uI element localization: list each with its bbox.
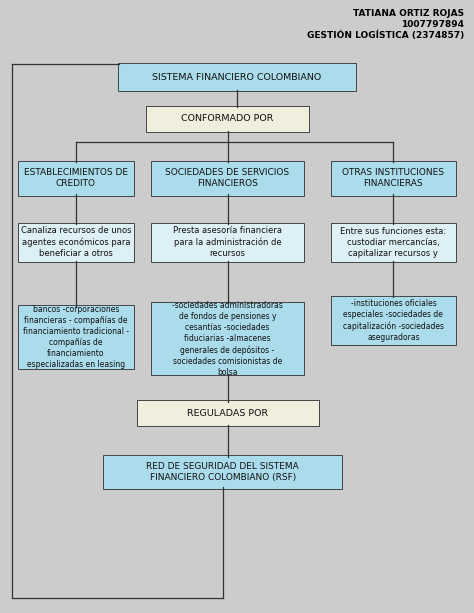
FancyBboxPatch shape — [151, 302, 304, 375]
FancyBboxPatch shape — [118, 63, 356, 91]
Text: Presta asesoría financiera
para la administración de
recursos: Presta asesoría financiera para la admin… — [173, 226, 282, 258]
FancyBboxPatch shape — [18, 305, 134, 369]
FancyBboxPatch shape — [103, 455, 342, 489]
Text: CONFORMADO POR: CONFORMADO POR — [182, 115, 273, 123]
FancyBboxPatch shape — [18, 223, 134, 262]
Text: RED DE SEGURIDAD DEL SISTEMA
FINANCIERO COLOMBIANO (RSF): RED DE SEGURIDAD DEL SISTEMA FINANCIERO … — [146, 462, 299, 482]
Text: Canaliza recursos de unos
agentes económicos para
beneficiar a otros: Canaliza recursos de unos agentes económ… — [20, 226, 131, 258]
FancyBboxPatch shape — [146, 106, 309, 132]
FancyBboxPatch shape — [331, 223, 456, 262]
Text: REGULADAS POR: REGULADAS POR — [187, 409, 268, 417]
Text: TATIANA ORTIZ ROJAS
1007797894
GESTIÓN LOGÍSTICA (2374857): TATIANA ORTIZ ROJAS 1007797894 GESTIÓN L… — [307, 9, 465, 40]
Text: -sociedades administradoras
de fondos de pensiones y
cesantías -sociedades
fiduc: -sociedades administradoras de fondos de… — [172, 300, 283, 377]
FancyBboxPatch shape — [331, 296, 456, 345]
Text: OTRAS INSTITUCIONES
FINANCIERAS: OTRAS INSTITUCIONES FINANCIERAS — [342, 169, 445, 188]
FancyBboxPatch shape — [331, 161, 456, 196]
Text: bancos -corporaciones
financieras - compañías de
financiamiento tradicional -
co: bancos -corporaciones financieras - comp… — [23, 305, 129, 370]
Text: Entre sus funciones esta:
custodiar mercancías,
capitalizar recursos y: Entre sus funciones esta: custodiar merc… — [340, 227, 447, 257]
FancyBboxPatch shape — [18, 161, 134, 196]
Text: ESTABLECIMIENTOS DE
CREDITO: ESTABLECIMIENTOS DE CREDITO — [24, 169, 128, 188]
Text: SISTEMA FINANCIERO COLOMBIANO: SISTEMA FINANCIERO COLOMBIANO — [152, 73, 322, 82]
Text: -instituciones oficiales
especiales -sociedades de
capitalización -sociedades
as: -instituciones oficiales especiales -soc… — [343, 299, 444, 342]
FancyBboxPatch shape — [151, 223, 304, 262]
FancyBboxPatch shape — [151, 161, 304, 196]
FancyBboxPatch shape — [137, 400, 319, 426]
Text: SOCIEDADES DE SERVICIOS
FINANCIEROS: SOCIEDADES DE SERVICIOS FINANCIEROS — [165, 169, 290, 188]
